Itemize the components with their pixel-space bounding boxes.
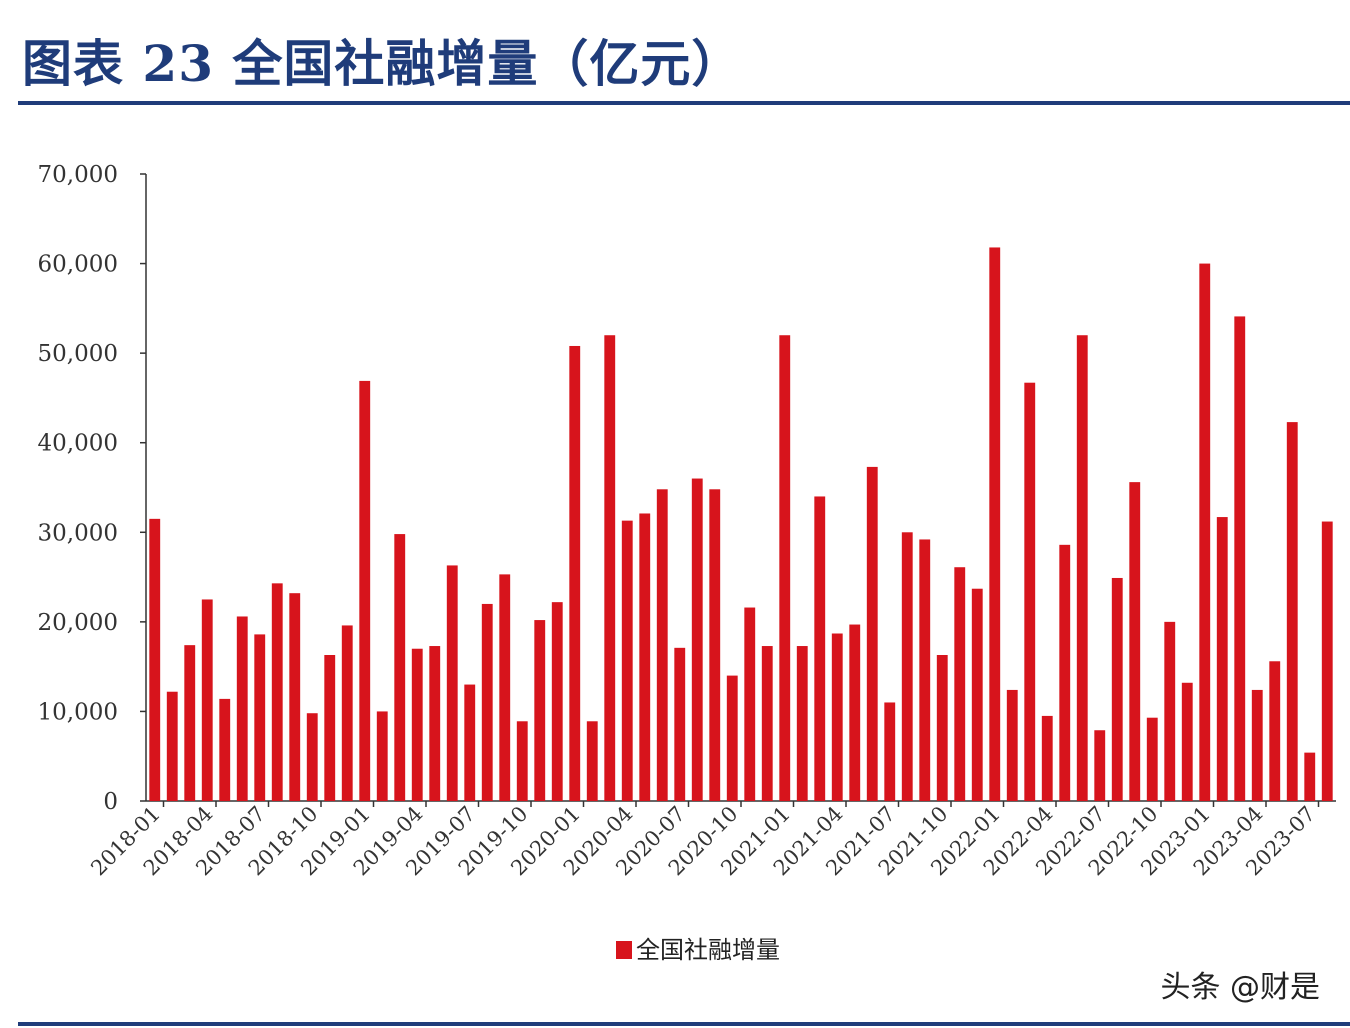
- bar-2021-05: [849, 624, 861, 801]
- legend-label: 全国社融增量: [636, 936, 780, 964]
- bar-2018-07: [254, 634, 266, 801]
- y-tick-label: 20,000: [38, 610, 118, 636]
- bar-2019-06: [446, 565, 458, 801]
- bar-2022-04: [1041, 715, 1053, 801]
- bar-2018-01: [149, 518, 161, 801]
- bar-2021-11: [954, 567, 966, 801]
- bar-2021-12: [971, 588, 983, 801]
- bar-2019-02: [376, 711, 388, 801]
- bar-2018-02: [166, 691, 178, 801]
- bar-2022-06: [1076, 335, 1088, 801]
- bar-2021-06: [866, 466, 878, 801]
- bar-2019-05: [429, 646, 441, 801]
- bar-2023-01: [1199, 263, 1211, 801]
- bar-2023-08: [1321, 521, 1333, 801]
- bar-2022-11: [1164, 621, 1176, 801]
- bar-2023-03: [1234, 316, 1246, 801]
- bar-2021-07: [884, 702, 896, 801]
- bar-2020-02: [586, 721, 598, 801]
- bar-2020-07: [674, 647, 686, 801]
- y-tick-label: 40,000: [38, 431, 118, 457]
- bar-2020-09: [709, 489, 721, 801]
- bar-2021-03: [814, 496, 826, 801]
- bar-2019-10: [516, 721, 528, 801]
- bar-2019-12: [551, 602, 563, 801]
- bar-2022-01: [989, 247, 1001, 801]
- bottom-divider: [18, 1022, 1350, 1026]
- bar-2023-04: [1251, 689, 1263, 801]
- bar-2020-05: [639, 513, 651, 801]
- bar-2022-12: [1181, 682, 1193, 801]
- bar-2019-04: [411, 648, 423, 801]
- y-tick-label: 60,000: [38, 252, 118, 278]
- bar-2021-08: [901, 532, 913, 801]
- bar-2019-03: [394, 534, 406, 801]
- bar-2019-11: [534, 620, 546, 801]
- bar-2022-02: [1006, 689, 1018, 801]
- bar-2018-09: [289, 593, 301, 801]
- bar-2023-02: [1216, 517, 1228, 801]
- title-divider: [18, 101, 1350, 105]
- bar-2021-01: [779, 335, 791, 801]
- bar-2021-09: [919, 539, 931, 801]
- bar-2019-07: [464, 684, 476, 801]
- y-tick-label: 0: [103, 789, 118, 815]
- bar-2022-10: [1146, 717, 1158, 801]
- y-tick-label: 30,000: [38, 520, 118, 546]
- bar-2023-07: [1304, 752, 1316, 801]
- bar-2021-04: [831, 633, 843, 801]
- bar-2019-09: [499, 574, 511, 801]
- bar-2020-03: [604, 335, 616, 801]
- y-tick-label: 70,000: [38, 162, 118, 188]
- bar-2020-01: [569, 345, 581, 801]
- bar-2020-10: [726, 675, 738, 801]
- bar-2018-05: [219, 698, 231, 801]
- y-tick-label: 50,000: [38, 341, 118, 367]
- bar-2018-11: [324, 655, 336, 801]
- bar-2019-01: [359, 380, 371, 801]
- y-tick-label: 10,000: [38, 699, 118, 725]
- bar-2022-08: [1111, 577, 1123, 801]
- bar-2022-05: [1059, 544, 1071, 801]
- bar-2018-08: [271, 583, 283, 801]
- bar-2018-04: [201, 599, 213, 801]
- bar-2020-12: [761, 646, 773, 801]
- bar-2021-02: [796, 646, 808, 801]
- bar-2018-12: [341, 625, 353, 801]
- bar-2022-03: [1024, 382, 1036, 801]
- bar-2020-04: [621, 520, 633, 801]
- bar-2020-06: [656, 489, 668, 801]
- bar-2018-10: [306, 713, 318, 801]
- bar-2023-05: [1269, 661, 1281, 801]
- bar-2019-08: [481, 603, 493, 801]
- bar-2020-11: [744, 607, 756, 801]
- bar-2018-03: [184, 645, 196, 801]
- legend-swatch: [616, 941, 632, 959]
- bar-2020-08: [691, 478, 703, 801]
- bar-2022-07: [1094, 730, 1106, 801]
- bar-2022-09: [1129, 482, 1141, 801]
- bar-2018-06: [236, 616, 248, 801]
- watermark: 头条 @财是: [1160, 970, 1320, 1005]
- bar-2021-10: [936, 655, 948, 801]
- bar-2023-06: [1286, 422, 1298, 801]
- page-title: 图表 23 全国社融增量（亿元）: [22, 34, 743, 93]
